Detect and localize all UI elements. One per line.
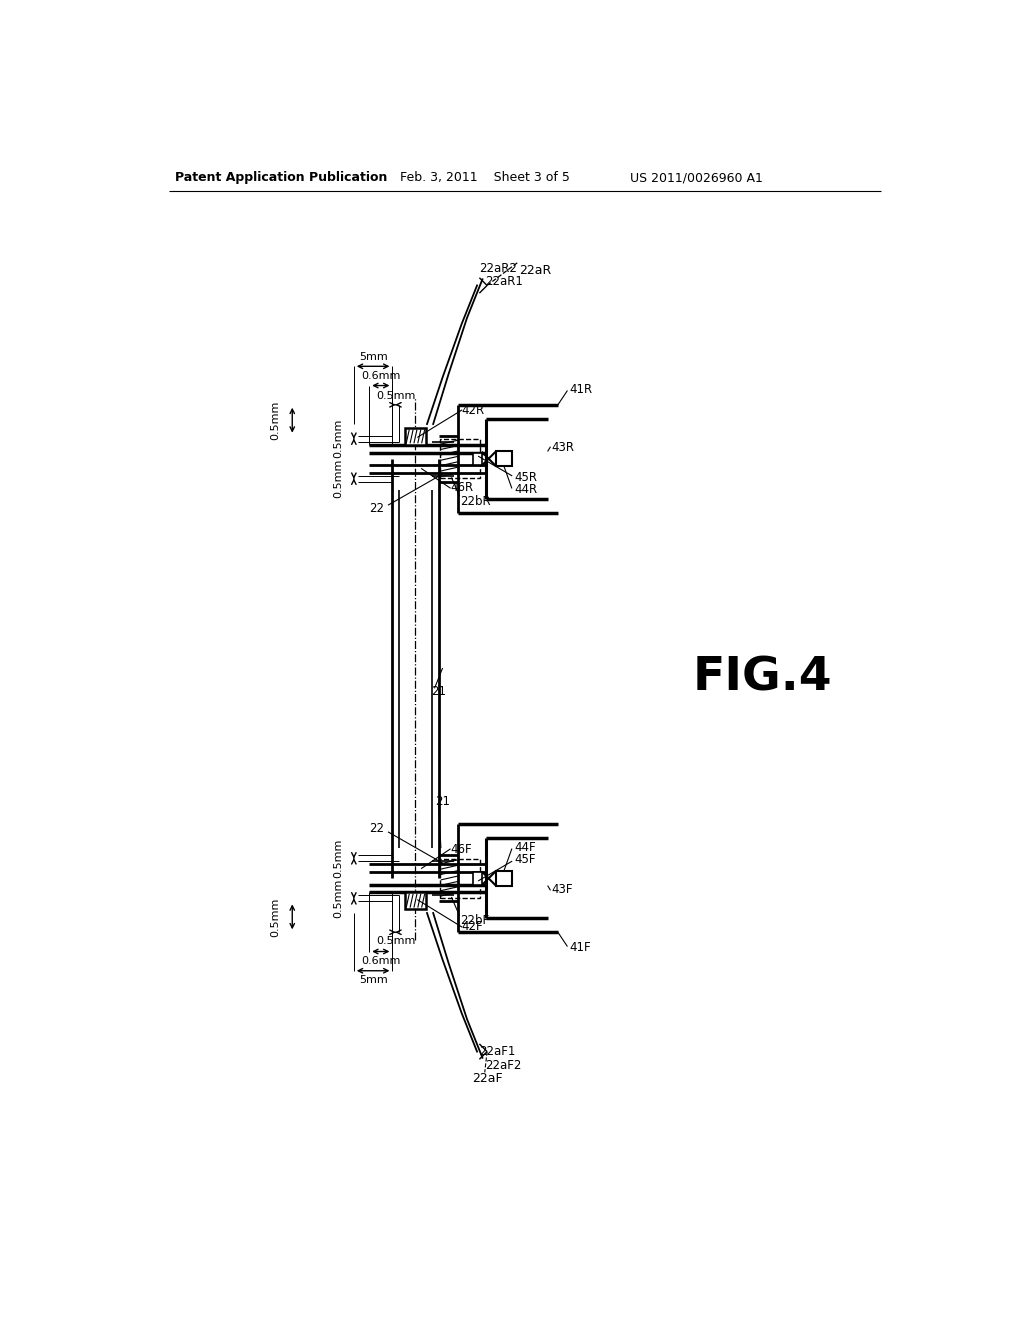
Text: 22aF1: 22aF1 <box>479 1045 516 1059</box>
Text: 21: 21 <box>431 685 446 698</box>
Text: 22: 22 <box>370 502 384 515</box>
Text: US 2011/0026960 A1: US 2011/0026960 A1 <box>630 172 763 185</box>
Bar <box>404 892 426 909</box>
Bar <box>404 428 426 445</box>
Text: Patent Application Publication: Patent Application Publication <box>174 172 387 185</box>
Text: 41F: 41F <box>569 941 591 954</box>
Bar <box>473 453 482 465</box>
Text: 43F: 43F <box>552 883 573 896</box>
Text: 22aF: 22aF <box>472 1072 503 1085</box>
Text: 22aR2: 22aR2 <box>479 261 517 275</box>
Text: 0.5mm: 0.5mm <box>376 936 415 946</box>
Text: 0.5mm: 0.5mm <box>270 898 281 936</box>
Text: 45R: 45R <box>514 471 537 484</box>
Text: 44R: 44R <box>514 483 538 496</box>
Text: 22aF2: 22aF2 <box>484 1059 521 1072</box>
Text: 5mm: 5mm <box>358 352 387 362</box>
Text: 44F: 44F <box>514 841 536 854</box>
Text: 22bF: 22bF <box>460 915 489 927</box>
Bar <box>473 873 482 884</box>
Text: 22bR: 22bR <box>460 495 490 508</box>
Text: 22aR1: 22aR1 <box>484 275 522 288</box>
Text: 21: 21 <box>435 795 450 808</box>
Text: FIG.4: FIG.4 <box>692 656 831 701</box>
Bar <box>497 451 512 466</box>
Text: 42R: 42R <box>462 404 484 417</box>
Text: 41R: 41R <box>569 383 593 396</box>
Text: 42F: 42F <box>462 920 483 933</box>
Text: 0.6mm: 0.6mm <box>361 956 400 966</box>
Text: 46R: 46R <box>451 482 473 495</box>
Text: 22aR: 22aR <box>519 264 552 277</box>
Bar <box>440 440 480 478</box>
Text: 0.5mm: 0.5mm <box>334 459 343 499</box>
Bar <box>497 871 512 886</box>
Text: 0.5mm: 0.5mm <box>334 879 343 917</box>
Text: 0.5mm: 0.5mm <box>334 418 343 458</box>
Text: 43R: 43R <box>552 441 574 454</box>
Text: 46F: 46F <box>451 842 472 855</box>
Text: 45F: 45F <box>514 853 536 866</box>
Text: 0.5mm: 0.5mm <box>334 838 343 878</box>
Text: Feb. 3, 2011    Sheet 3 of 5: Feb. 3, 2011 Sheet 3 of 5 <box>399 172 569 185</box>
Text: 0.5mm: 0.5mm <box>270 400 281 440</box>
Text: 22: 22 <box>370 822 384 834</box>
Text: 5mm: 5mm <box>358 975 387 985</box>
Text: 0.6mm: 0.6mm <box>361 371 400 381</box>
Bar <box>440 859 480 898</box>
Text: 0.5mm: 0.5mm <box>376 391 415 400</box>
